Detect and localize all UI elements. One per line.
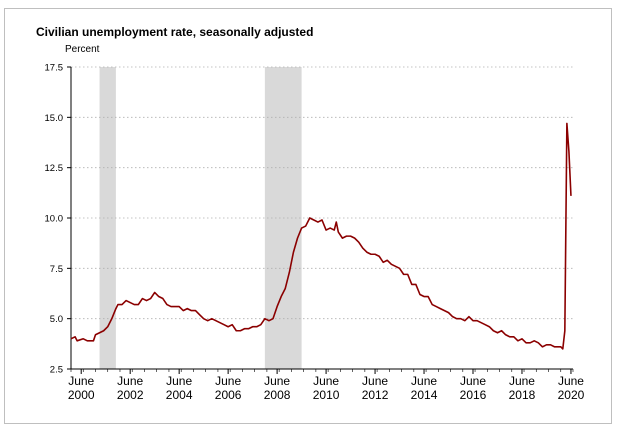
- y-tick-label: 7.5: [50, 264, 63, 275]
- x-tick-year-label: 2000: [68, 388, 95, 402]
- y-tick-label: 15.0: [45, 113, 64, 124]
- x-tick-month-label: June: [509, 374, 535, 388]
- x-tick-year-label: 2018: [509, 388, 536, 402]
- y-tick-label: 5.0: [50, 314, 63, 325]
- x-tick-year-label: 2016: [460, 388, 487, 402]
- x-tick-month-label: June: [264, 374, 290, 388]
- x-tick-month-label: June: [411, 374, 437, 388]
- y-axis-label: Percent: [65, 44, 100, 55]
- y-tick-label: 2.5: [50, 365, 63, 376]
- x-tick-year-label: 2006: [215, 388, 242, 402]
- gridlines: [71, 66, 573, 320]
- data-series: [70, 122, 572, 350]
- y-tick-label: 10.0: [45, 214, 64, 225]
- x-tick-year-label: 2008: [264, 388, 291, 402]
- x-tick-year-label: 2004: [166, 388, 193, 402]
- x-tick-month-label: June: [117, 374, 143, 388]
- x-tick-year-label: 2010: [313, 388, 340, 402]
- x-tick-year-label: 2002: [117, 388, 144, 402]
- x-tick-year-label: 2020: [558, 388, 585, 402]
- x-tick-month-label: June: [68, 374, 94, 388]
- x-tick-month-label: June: [460, 374, 486, 388]
- x-tick-month-label: June: [166, 374, 192, 388]
- series-line-1: [70, 122, 572, 350]
- y-axis-ticks: 2.5 5.0 7.5 10.0 12.5 15.0 17.5: [45, 63, 71, 376]
- x-axis-ticks: June2000June2002June2004June2006June2008…: [68, 369, 585, 402]
- x-tick-month-label: June: [313, 374, 339, 388]
- chart-title: Civilian unemployment rate, seasonally a…: [36, 25, 314, 39]
- x-tick-month-label: June: [362, 374, 388, 388]
- x-tick-year-label: 2014: [411, 388, 438, 402]
- x-tick-month-label: June: [558, 374, 584, 388]
- y-tick-label: 12.5: [45, 163, 64, 174]
- x-tick-month-label: June: [215, 374, 241, 388]
- x-tick-year-label: 2012: [362, 388, 389, 402]
- y-tick-label: 17.5: [45, 63, 64, 74]
